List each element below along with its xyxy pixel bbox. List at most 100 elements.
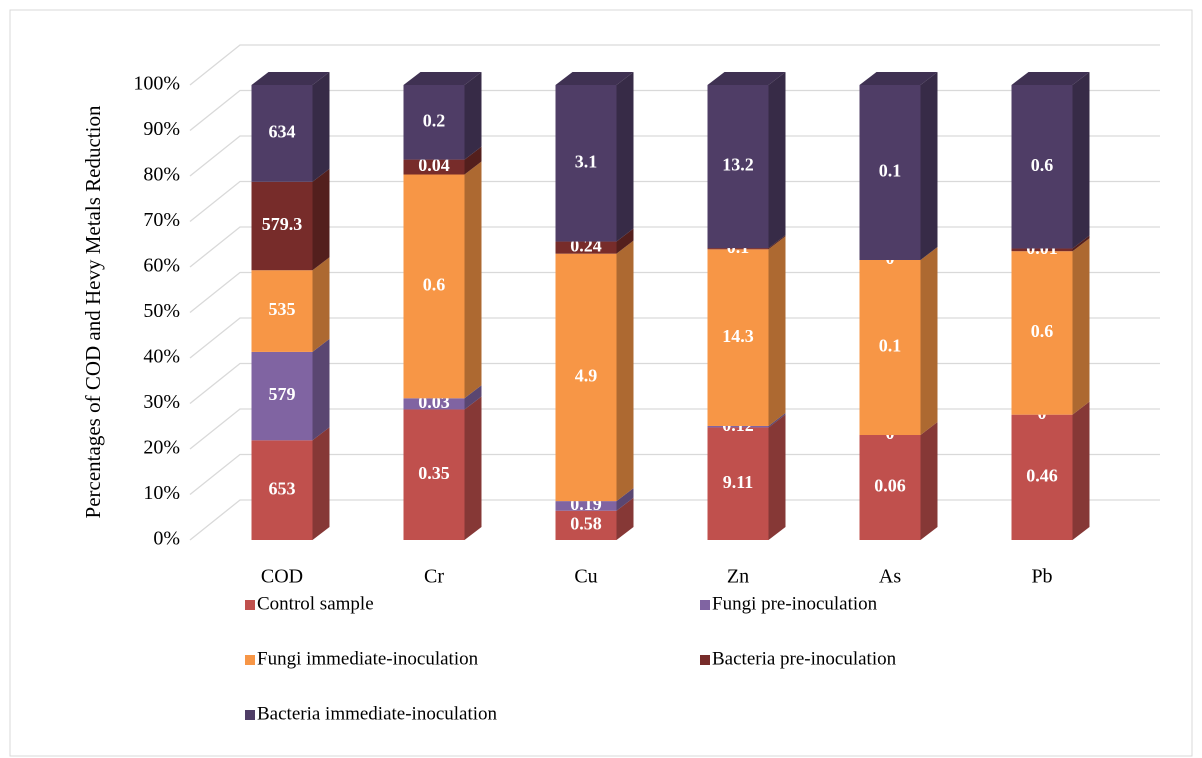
y-tick-label: 60% <box>143 255 180 277</box>
data-label: 0.58 <box>570 513 602 533</box>
bar-side <box>464 72 482 160</box>
bar-segment <box>403 146 482 175</box>
bar <box>1011 248 1073 252</box>
bar-top <box>251 72 330 85</box>
bar-side <box>464 385 482 410</box>
data-label: 535 <box>269 299 296 319</box>
bar-segment <box>1011 238 1090 415</box>
bar-segment <box>251 338 330 441</box>
bar <box>707 427 769 540</box>
bar-segment <box>403 72 482 160</box>
grid-line <box>189 317 1160 359</box>
bar <box>859 85 921 260</box>
bar-side <box>464 146 482 175</box>
x-tick-label: Zn <box>727 566 749 588</box>
bar <box>707 249 769 426</box>
bar <box>707 248 769 250</box>
data-label: 3.1 <box>575 151 598 171</box>
bar-side <box>768 72 786 249</box>
legend-label: Fungi pre-inoculation <box>712 593 878 614</box>
bar <box>1011 414 1073 540</box>
y-tick-label: 10% <box>143 482 180 504</box>
bar <box>403 409 465 540</box>
legend-swatch <box>700 600 710 610</box>
legend-label: Bacteria pre-inoculation <box>712 648 897 669</box>
bar-segment <box>1011 401 1090 540</box>
bar-side <box>616 497 634 540</box>
bar-segment <box>555 72 634 242</box>
data-label: 13.2 <box>722 155 754 175</box>
bar-segment <box>555 240 634 502</box>
grid-line <box>189 499 1160 541</box>
bar-side <box>616 72 634 242</box>
bar-side <box>768 235 786 250</box>
bar <box>403 85 465 160</box>
bar <box>1011 251 1073 415</box>
data-label: 0.2 <box>423 110 446 130</box>
bar-segment <box>859 247 938 435</box>
data-label: 0.35 <box>418 463 450 483</box>
bar-top <box>1011 72 1090 85</box>
bar-segment <box>1011 235 1090 252</box>
data-label: 0.46 <box>1026 465 1058 485</box>
bar <box>251 181 313 271</box>
bar-segment <box>555 488 634 511</box>
x-tick-label: Cu <box>574 566 597 588</box>
bar <box>859 435 921 540</box>
bar-side <box>1072 401 1090 540</box>
bar-side <box>616 488 634 511</box>
data-label: 579.3 <box>262 214 303 234</box>
y-tick-label: 20% <box>143 437 180 459</box>
data-label: 0.6 <box>1031 321 1054 341</box>
data-label: 0.1 <box>879 336 902 356</box>
legend-label: Bacteria immediate-inoculation <box>257 703 498 724</box>
data-label: 9.11 <box>723 472 754 492</box>
legend-swatch <box>245 655 255 665</box>
bar <box>251 85 313 182</box>
bar-segment <box>1011 72 1090 249</box>
bar <box>707 85 769 249</box>
bar <box>859 260 921 435</box>
y-tick-label: 80% <box>143 164 180 186</box>
bar <box>555 510 617 540</box>
legend-swatch <box>245 600 255 610</box>
data-label: 4.9 <box>575 366 598 386</box>
bar-side <box>616 228 634 254</box>
bar <box>251 270 313 352</box>
legend-swatch <box>245 710 255 720</box>
bar-side <box>920 422 938 540</box>
bar-segment <box>707 236 786 426</box>
grid-line <box>189 135 1160 177</box>
bar-side <box>464 161 482 399</box>
bar-segment <box>251 168 330 271</box>
bar-side <box>464 396 482 540</box>
bar-segment <box>707 412 786 428</box>
bar-side <box>1072 235 1090 252</box>
bar <box>403 159 465 175</box>
bar-side <box>312 427 330 540</box>
data-label: 579 <box>269 384 296 404</box>
bar-side <box>312 257 330 352</box>
bar <box>555 241 617 254</box>
data-label: 653 <box>269 478 296 498</box>
bar-side <box>312 72 330 182</box>
bar-segment <box>555 497 634 540</box>
legend-swatch <box>700 655 710 665</box>
bar-top <box>403 72 482 85</box>
bar-top <box>859 72 938 85</box>
bar <box>251 440 313 540</box>
data-label: 14.3 <box>722 326 754 346</box>
grid-line <box>189 362 1160 405</box>
bar-side <box>616 240 634 502</box>
bar-segment <box>707 235 786 250</box>
bar-side <box>312 168 330 271</box>
bar <box>403 398 465 410</box>
bar <box>403 174 465 399</box>
y-tick-label: 50% <box>143 300 180 322</box>
bar-side <box>1072 238 1090 415</box>
bar-side <box>768 414 786 540</box>
grid-line <box>189 226 1160 268</box>
legend-label: Fungi immediate-inoculation <box>257 648 479 669</box>
bar-segment <box>859 422 938 540</box>
